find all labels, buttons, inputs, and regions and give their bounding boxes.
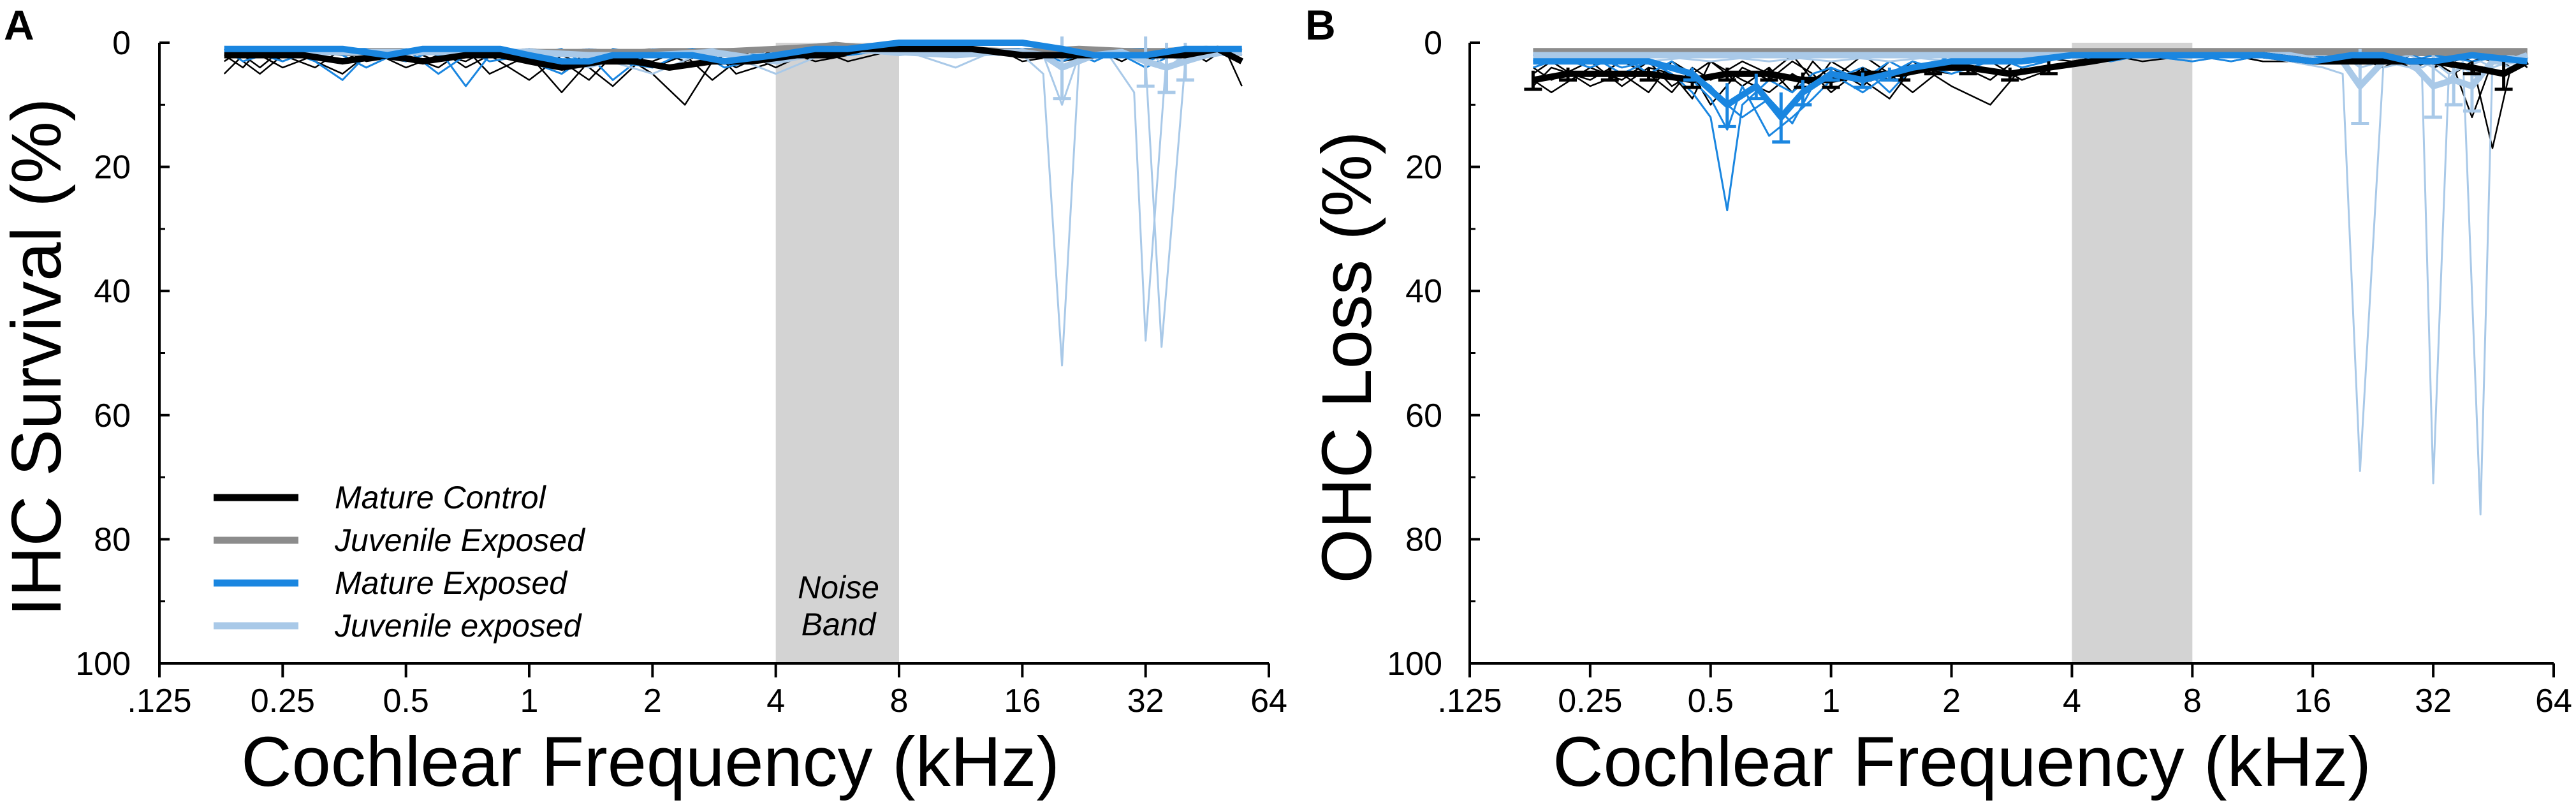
panel-a-ylabel: IHC Survival (%) bbox=[0, 98, 76, 617]
panel-b-mean-line-mature-exposed bbox=[1533, 52, 2528, 121]
panel-b-mean-line-mature-control bbox=[1532, 52, 2529, 84]
panel-a-x-tick-label: 4 bbox=[766, 683, 785, 720]
panel-b-x-tick-label: 32 bbox=[2415, 683, 2452, 720]
legend-label-juvenile-exposed-light: Juvenile exposed bbox=[334, 608, 583, 644]
panel-a-plot: 0 20 40 60 80 100.125 0.25 0.5 1 2 4 8 16 32 64 bbox=[75, 25, 1287, 720]
panel-a-y-tick-label: 0 bbox=[112, 25, 131, 62]
panel-a-x-tick-label: 1 bbox=[520, 683, 539, 720]
panel-a-x-tick-label: 0.5 bbox=[383, 683, 429, 720]
panel-a-x-tick-label: 16 bbox=[1004, 683, 1041, 720]
panel-a-line-juvenile-exposed-light bbox=[224, 48, 1243, 348]
panel-b-x-tick-label: 0.25 bbox=[1558, 683, 1622, 720]
panel-b-x-tick-label: 0.5 bbox=[1688, 683, 1734, 720]
noise-band-label-line2: Band bbox=[801, 607, 877, 642]
panel-b-x-tick-label: .125 bbox=[1437, 683, 1502, 720]
panel-a-x-tick-label: .125 bbox=[127, 683, 191, 720]
panel-a-y-tick-label: 20 bbox=[94, 149, 131, 186]
legend-label-mature-exposed: Mature Exposed bbox=[335, 565, 568, 601]
panel-b-x-tick-label: 64 bbox=[2535, 683, 2572, 720]
panel-b-x-tick-label: 16 bbox=[2294, 683, 2331, 720]
panel-a-y-tick-label: 100 bbox=[75, 646, 131, 683]
panel-b-letter: B bbox=[1305, 1, 1336, 48]
legend-label-mature-control: Mature Control bbox=[335, 480, 547, 515]
panel-b-y-tick-label: 60 bbox=[1405, 397, 1442, 434]
panel-a-line-juvenile-exposed-light bbox=[224, 48, 1243, 367]
panel-a-letter: A bbox=[4, 1, 34, 48]
panel-a-x-tick-label: 2 bbox=[643, 683, 662, 720]
panel-b-y-tick-label: 100 bbox=[1387, 646, 1442, 683]
panel-b-y-tick-label: 80 bbox=[1405, 521, 1442, 558]
panel-b-ylabel: OHC Loss (%) bbox=[1308, 131, 1386, 584]
panel-a-x-tick-label: 0.25 bbox=[251, 683, 315, 720]
panel-b-x-tick-label: 4 bbox=[2063, 683, 2081, 720]
panel-a-x-tick-label: 32 bbox=[1127, 683, 1164, 720]
panel-b-line-juvenile-exposed-light bbox=[1533, 54, 2528, 472]
panel-a-xlabel: Cochlear Frequency (kHz) bbox=[241, 723, 1060, 801]
legend-label-juvenile-exposed-gray: Juvenile Exposed bbox=[334, 522, 586, 558]
panel-a-y-tick-label: 40 bbox=[94, 273, 131, 310]
panel-b-y-tick-label: 20 bbox=[1405, 149, 1442, 186]
panel-b-plot: 0 20 40 60 80 100.125 0.25 0.5 1 2 4 8 16 32 64 bbox=[1387, 25, 2572, 720]
panel-b-x-tick-label: 1 bbox=[1822, 683, 1840, 720]
legend: Mature Control Juvenile Exposed Mature E… bbox=[214, 480, 586, 644]
panel-b-xlabel: Cochlear Frequency (kHz) bbox=[1553, 723, 2371, 801]
panel-a-mean-line-mature-exposed bbox=[224, 40, 1242, 65]
panel-b-noise-band bbox=[2072, 43, 2193, 663]
noise-band-label-line1: Noise bbox=[798, 570, 879, 605]
panel-b-x-tick-label: 8 bbox=[2183, 683, 2202, 720]
panel-a-y-tick-label: 80 bbox=[94, 521, 131, 558]
panel-b-line-juvenile-exposed-light bbox=[1533, 54, 2528, 515]
panel-b-y-tick-label: 40 bbox=[1405, 273, 1442, 310]
panel-a-x-tick-label: 64 bbox=[1250, 683, 1287, 720]
panel-b-y-tick-label: 0 bbox=[1424, 25, 1442, 62]
panel-a-x-tick-label: 8 bbox=[890, 683, 909, 720]
panel-a-y-tick-label: 60 bbox=[94, 397, 131, 434]
panel-b-line-juvenile-exposed-light bbox=[1533, 54, 2528, 485]
panel-a-noise-band bbox=[775, 43, 899, 663]
panel-b-x-tick-label: 2 bbox=[1942, 683, 1961, 720]
